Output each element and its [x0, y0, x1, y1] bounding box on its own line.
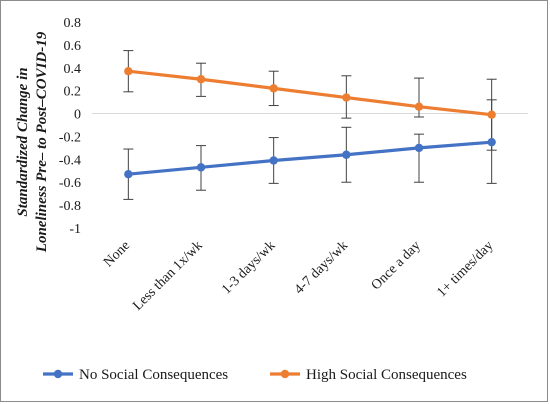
series-line	[126, 140, 494, 176]
x-tick-label: 4-7 days/wk	[292, 238, 351, 297]
data-point	[196, 163, 206, 172]
y-axis-label-line-1: Standardized Change in	[15, 67, 31, 216]
y-axis-label: Standardized Change in Loneliness Pre– t…	[15, 31, 50, 253]
y-axis-label-line-2: Loneliness Pre– to Post–COVID-19	[34, 31, 50, 253]
x-tick-label: Less than 1x/wk	[130, 238, 205, 313]
y-tick-label: 0.8	[64, 16, 82, 31]
y-tick-label: 0.4	[64, 62, 82, 77]
x-tick-label: None	[101, 238, 133, 270]
y-tick-label: -0.4	[59, 153, 81, 168]
y-tick-label: -0.8	[59, 199, 81, 214]
data-point	[342, 93, 351, 102]
x-tick-label: 1-3 days/wk	[219, 238, 278, 297]
data-point	[487, 137, 496, 147]
y-tick-label: 0.6	[64, 39, 82, 54]
data-point	[414, 102, 424, 111]
legend-swatch-marker	[53, 369, 63, 379]
data-point	[487, 110, 496, 119]
y-tick-label: 0	[74, 108, 81, 123]
series-lines	[126, 69, 494, 176]
data-point	[342, 150, 351, 159]
data-point	[414, 143, 424, 153]
legend: No Social Consequences High Social Conseq…	[43, 367, 467, 383]
y-tick-label: 0.2	[64, 85, 82, 100]
data-point	[124, 67, 133, 76]
y-tick-label: -0.6	[59, 176, 81, 191]
y-tick-label: -1	[69, 222, 81, 237]
series-line	[126, 69, 494, 117]
y-tick-label: -0.2	[59, 130, 81, 145]
data-point	[269, 84, 278, 93]
legend-label: No Social Consequences	[79, 367, 228, 383]
y-tick-labels: 0.8 0.6 0.4 0.2 0 -0.2 -0.4 -0.6 -0.8 -1	[59, 16, 81, 237]
data-point	[124, 170, 133, 179]
x-tick-label: 1+ times/day	[434, 238, 496, 300]
legend-label: High Social Consequences	[306, 367, 467, 383]
legend-swatch-marker	[280, 369, 290, 379]
data-point	[196, 75, 206, 84]
error-bars	[123, 50, 497, 200]
data-points	[124, 67, 496, 179]
x-tick-label: Once a day	[369, 238, 424, 293]
data-point	[269, 156, 278, 165]
